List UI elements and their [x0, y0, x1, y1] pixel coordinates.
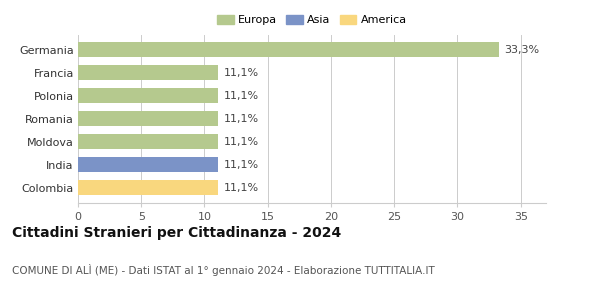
Text: 33,3%: 33,3%: [504, 45, 539, 55]
Bar: [78, 180, 218, 195]
Text: 11,1%: 11,1%: [223, 183, 259, 193]
Bar: [78, 88, 218, 103]
Text: COMUNE DI ALÌ (ME) - Dati ISTAT al 1° gennaio 2024 - Elaborazione TUTTITALIA.IT: COMUNE DI ALÌ (ME) - Dati ISTAT al 1° ge…: [12, 264, 435, 276]
Bar: [78, 111, 218, 126]
Text: 11,1%: 11,1%: [223, 91, 259, 101]
Text: 11,1%: 11,1%: [223, 114, 259, 124]
Bar: [78, 42, 499, 57]
Bar: [78, 157, 218, 172]
Text: Cittadini Stranieri per Cittadinanza - 2024: Cittadini Stranieri per Cittadinanza - 2…: [12, 226, 341, 240]
Bar: [78, 66, 218, 80]
Text: 11,1%: 11,1%: [223, 137, 259, 147]
Bar: [78, 135, 218, 149]
Text: 11,1%: 11,1%: [223, 160, 259, 170]
Legend: Europa, Asia, America: Europa, Asia, America: [212, 10, 412, 30]
Text: 11,1%: 11,1%: [223, 68, 259, 78]
